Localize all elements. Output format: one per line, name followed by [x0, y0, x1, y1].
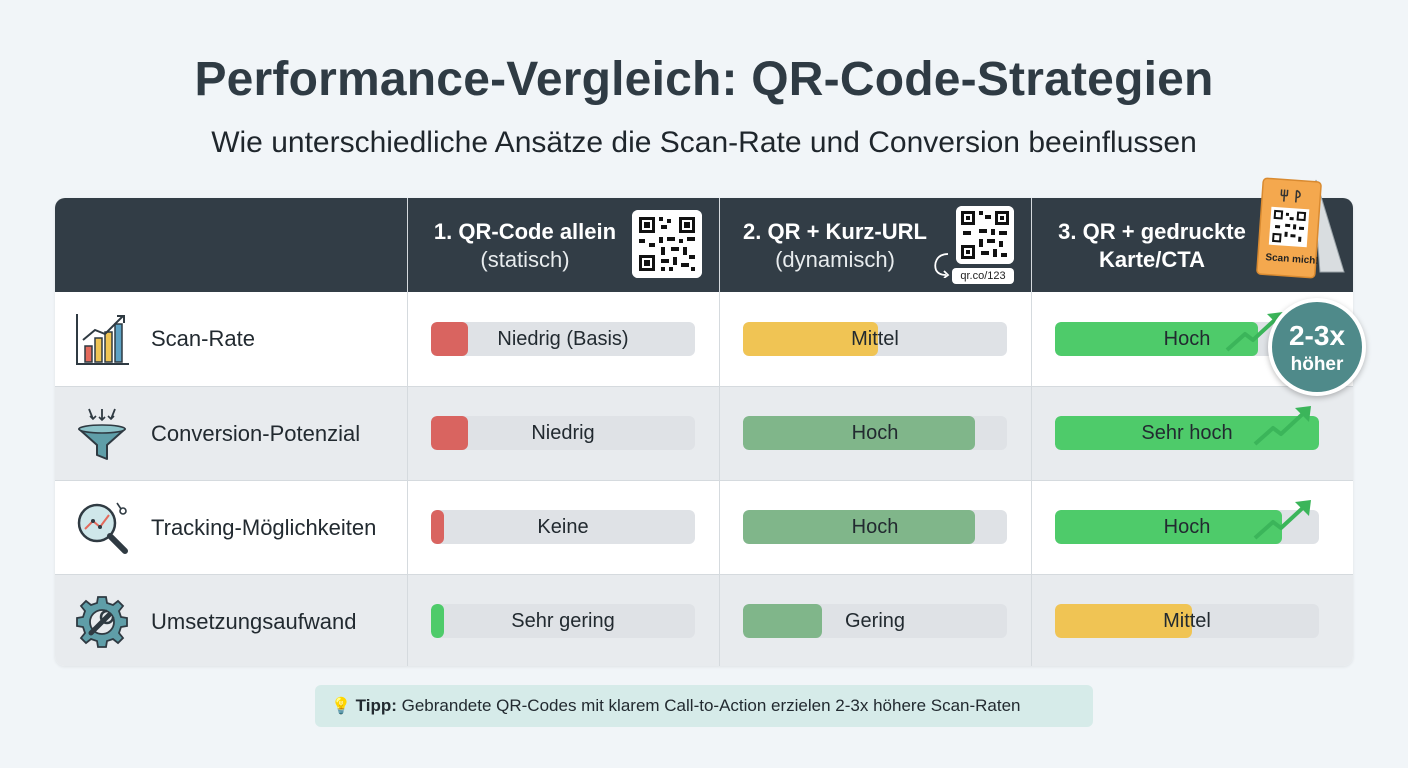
table-header: 1. QR-Code allein (statisch): [55, 198, 1353, 292]
table-tent-card-icon: [1256, 177, 1345, 279]
rating-bar-label: Hoch: [851, 422, 899, 444]
column-title: 2. QR + Kurz-URL: [743, 219, 927, 244]
column-title-line2: Karte/CTA: [1099, 247, 1205, 272]
redirect-arrow-icon: [934, 253, 950, 278]
tip-box: 💡 Tipp: Gebrandete QR-Codes mit klarem C…: [315, 685, 1093, 727]
magnifier-analytics-icon: [77, 502, 128, 554]
rating-bar-fill: [743, 416, 976, 450]
row-label: Scan-Rate: [151, 326, 255, 351]
rating-bar-label: Hoch: [1163, 516, 1211, 538]
column-header-dynamic: 2. QR + Kurz-URL (dynamisch) qr.co/123: [719, 198, 1031, 292]
rating-bar-label: Hoch: [1163, 328, 1211, 350]
rating-bar: Hoch: [743, 510, 1007, 544]
rating-bar: Hoch: [1055, 510, 1319, 544]
rating-bar-label: Niedrig: [531, 422, 595, 444]
rating-bar-label: Keine: [537, 516, 589, 538]
page-title: Performance-Vergleich: QR-Code-Strategie…: [194, 53, 1214, 106]
column-header-card: 3. QR + gedruckte Karte/CTA: [1031, 198, 1353, 292]
rating-bar: Niedrig: [431, 416, 695, 450]
rating-bar-fill: [1055, 604, 1193, 638]
rating-bar-label: Mittel: [1163, 610, 1211, 632]
tip-label: Tipp:: [355, 696, 397, 715]
rating-bar-label: Mittel: [851, 328, 899, 350]
comparison-table: 1. QR-Code allein (statisch): [55, 198, 1353, 666]
column-header-static: 1. QR-Code allein (statisch): [407, 198, 719, 292]
rating-bar-fill: [743, 604, 823, 638]
lightbulb-icon: 💡: [331, 698, 351, 715]
improvement-badge: 2-3x höher: [1268, 298, 1366, 396]
tip-text: Gebrandete QR-Codes mit klarem Call-to-A…: [401, 696, 1021, 715]
rating-bar-fill: [1055, 510, 1283, 544]
column-subtitle: (dynamisch): [775, 247, 895, 272]
trend-up-arrow-icon: [1253, 406, 1311, 446]
rating-bar-label: Sehr hoch: [1141, 422, 1233, 444]
rating-bar: Niedrig (Basis): [431, 322, 695, 356]
rating-bar: Mittel: [743, 322, 1007, 356]
column-divider: [407, 198, 408, 666]
funnel-icon: [78, 408, 126, 460]
short-url-label: qr.co/123: [952, 268, 1014, 284]
badge-caption: höher: [1290, 354, 1344, 375]
column-title: 3. QR + gedruckte: [1058, 219, 1246, 244]
rating-bar-label: Hoch: [851, 516, 899, 538]
column-title: 1. QR-Code allein: [433, 219, 617, 244]
column-divider: [719, 198, 720, 666]
row-label: Tracking-Möglichkeiten: [151, 515, 377, 540]
rating-bar-fill: [431, 604, 445, 638]
rating-bar-fill: [1055, 416, 1319, 450]
qr-code-icon: [956, 206, 1014, 264]
bar-chart-icon: [76, 314, 129, 365]
rating-bar: Keine: [431, 510, 695, 544]
rating-bar-fill: [431, 416, 468, 450]
rating-bar-fill: [743, 322, 878, 356]
row-label: Conversion-Potenzial: [151, 421, 361, 446]
badge-value: 2-3x: [1288, 320, 1346, 351]
table-row-effort: Umsetzungsaufwand: [55, 574, 1353, 666]
rating-bar: Sehr gering: [431, 604, 695, 638]
rating-bar: Mittel: [1055, 604, 1319, 638]
gear-wrench-icon: [76, 596, 128, 648]
rating-bar: Sehr hoch: [1055, 416, 1319, 450]
rating-bar-label: Gering: [844, 610, 906, 632]
page-subtitle: Wie unterschiedliche Ansätze die Scan-Ra…: [211, 126, 1197, 159]
column-subtitle: (statisch): [480, 247, 570, 272]
rating-bar-label: Niedrig (Basis): [497, 328, 629, 350]
row-label: Umsetzungsaufwand: [151, 609, 357, 634]
rating-bar-fill: [743, 510, 976, 544]
rating-bar-fill: [431, 510, 445, 544]
rating-bar: Gering: [743, 604, 1007, 638]
rating-bar-fill: [1055, 322, 1259, 356]
rating-bar: Hoch: [743, 416, 1007, 450]
column-divider: [1031, 198, 1032, 666]
rating-bar: Hoch: [1055, 322, 1319, 356]
rating-bar-fill: [431, 322, 468, 356]
trend-up-arrow-icon: [1253, 500, 1311, 540]
qr-code-icon: [632, 210, 702, 278]
rating-bar-label: Sehr gering: [511, 610, 615, 632]
